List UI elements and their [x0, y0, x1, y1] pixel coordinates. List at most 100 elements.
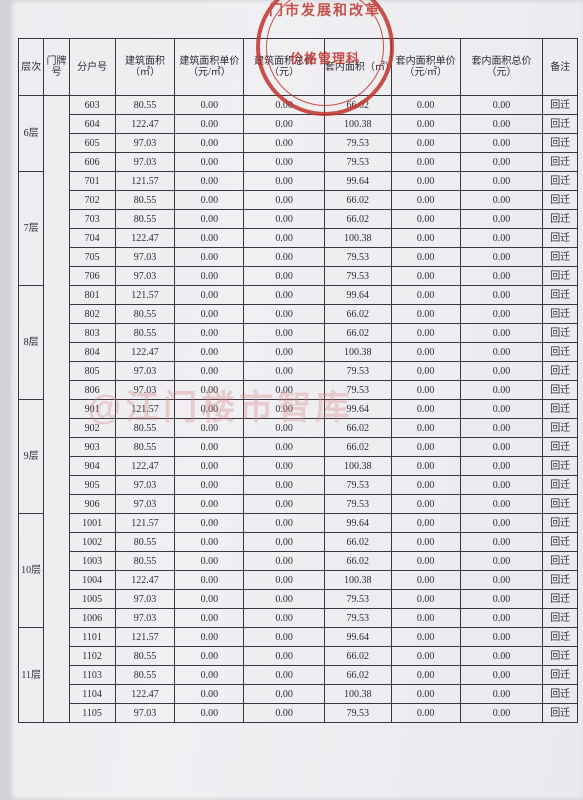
- data-cell: 0.00: [244, 248, 325, 267]
- data-cell: 0.00: [175, 286, 244, 305]
- data-cell: 904: [69, 457, 115, 476]
- col-header: 套内面积单价（元/㎡）: [391, 39, 460, 96]
- data-cell: 0.00: [175, 552, 244, 571]
- data-cell: 702: [69, 191, 115, 210]
- data-cell: 0.00: [175, 609, 244, 628]
- table-row: 110280.550.000.0066.020.000.00回迁: [19, 647, 578, 666]
- data-cell: 0.00: [460, 457, 543, 476]
- table-row: 90280.550.000.0066.020.000.00回迁: [19, 419, 578, 438]
- data-cell: 66.02: [324, 647, 391, 666]
- data-cell: 122.47: [115, 571, 175, 590]
- data-cell: 0.00: [460, 590, 543, 609]
- data-cell: 回迁: [543, 514, 578, 533]
- col-header: 套内面积总价（元）: [460, 39, 543, 96]
- data-cell: 回迁: [543, 628, 578, 647]
- data-cell: 0.00: [391, 286, 460, 305]
- data-cell: 100.38: [324, 457, 391, 476]
- data-cell: 1103: [69, 666, 115, 685]
- table-row: 70697.030.000.0079.530.000.00回迁: [19, 267, 578, 286]
- data-cell: 100.38: [324, 343, 391, 362]
- data-cell: 0.00: [244, 343, 325, 362]
- table-row: 8层801121.570.000.0099.640.000.00回迁: [19, 286, 578, 305]
- data-cell: 0.00: [244, 96, 325, 115]
- data-cell: 99.64: [324, 172, 391, 191]
- data-cell: 604: [69, 115, 115, 134]
- data-cell: 1104: [69, 685, 115, 704]
- data-cell: 0.00: [460, 685, 543, 704]
- data-cell: 80.55: [115, 96, 175, 115]
- data-cell: 0.00: [460, 362, 543, 381]
- data-cell: 0.00: [175, 248, 244, 267]
- data-cell: 1004: [69, 571, 115, 590]
- data-cell: 0.00: [244, 571, 325, 590]
- data-cell: 0.00: [391, 267, 460, 286]
- data-cell: 0.00: [175, 514, 244, 533]
- data-cell: 122.47: [115, 229, 175, 248]
- data-cell: 1003: [69, 552, 115, 571]
- data-cell: 0.00: [391, 172, 460, 191]
- data-cell: 0.00: [460, 666, 543, 685]
- data-cell: 121.57: [115, 514, 175, 533]
- data-cell: 0.00: [391, 533, 460, 552]
- data-cell: 0.00: [175, 229, 244, 248]
- table-row: 80280.550.000.0066.020.000.00回迁: [19, 305, 578, 324]
- table-row: 10层1001121.570.000.0099.640.000.00回迁: [19, 514, 578, 533]
- data-cell: 0.00: [244, 495, 325, 514]
- data-cell: 0.00: [460, 210, 543, 229]
- data-cell: 回迁: [543, 552, 578, 571]
- floor-cell: 8层: [19, 286, 44, 400]
- table-row: 110380.550.000.0066.020.000.00回迁: [19, 666, 578, 685]
- data-cell: 0.00: [391, 438, 460, 457]
- data-cell: 0.00: [391, 248, 460, 267]
- data-cell: 0.00: [175, 590, 244, 609]
- data-cell: 80.55: [115, 191, 175, 210]
- table-row: 110597.030.000.0079.530.000.00回迁: [19, 704, 578, 723]
- data-cell: 回迁: [543, 229, 578, 248]
- data-cell: 905: [69, 476, 115, 495]
- data-cell: 0.00: [175, 115, 244, 134]
- data-cell: 0.00: [175, 172, 244, 191]
- data-cell: 回迁: [543, 267, 578, 286]
- data-cell: 606: [69, 153, 115, 172]
- data-cell: 回迁: [543, 134, 578, 153]
- data-cell: 0.00: [244, 381, 325, 400]
- data-cell: 0.00: [391, 229, 460, 248]
- data-cell: 0.00: [244, 628, 325, 647]
- data-cell: 0.00: [175, 362, 244, 381]
- data-cell: 回迁: [543, 381, 578, 400]
- col-header: 建筑面积单价（元/㎡）: [175, 39, 244, 96]
- table-row: 6层60380.550.000.0066.020.000.00回迁: [19, 96, 578, 115]
- data-cell: 66.02: [324, 324, 391, 343]
- data-cell: 703: [69, 210, 115, 229]
- data-cell: 66.02: [324, 419, 391, 438]
- data-cell: 0.00: [175, 267, 244, 286]
- data-cell: 0.00: [391, 419, 460, 438]
- data-cell: 0.00: [391, 134, 460, 153]
- data-cell: 1001: [69, 514, 115, 533]
- table-row: 100280.550.000.0066.020.000.00回迁: [19, 533, 578, 552]
- data-cell: 0.00: [175, 704, 244, 723]
- data-cell: 803: [69, 324, 115, 343]
- data-cell: 0.00: [391, 495, 460, 514]
- data-cell: 1006: [69, 609, 115, 628]
- data-cell: 0.00: [175, 666, 244, 685]
- data-cell: 回迁: [543, 647, 578, 666]
- data-cell: 99.64: [324, 628, 391, 647]
- data-cell: 0.00: [391, 343, 460, 362]
- data-cell: 66.02: [324, 666, 391, 685]
- table-row: 70597.030.000.0079.530.000.00回迁: [19, 248, 578, 267]
- data-cell: 0.00: [460, 343, 543, 362]
- data-cell: 79.53: [324, 609, 391, 628]
- data-cell: 99.64: [324, 286, 391, 305]
- data-cell: 80.55: [115, 666, 175, 685]
- data-cell: 0.00: [175, 343, 244, 362]
- data-cell: 100.38: [324, 115, 391, 134]
- data-cell: 66.02: [324, 533, 391, 552]
- data-cell: 0.00: [460, 115, 543, 134]
- data-cell: 回迁: [543, 343, 578, 362]
- data-cell: 回迁: [543, 571, 578, 590]
- data-cell: 901: [69, 400, 115, 419]
- data-cell: 0.00: [391, 685, 460, 704]
- data-cell: 79.53: [324, 248, 391, 267]
- table-row: 70380.550.000.0066.020.000.00回迁: [19, 210, 578, 229]
